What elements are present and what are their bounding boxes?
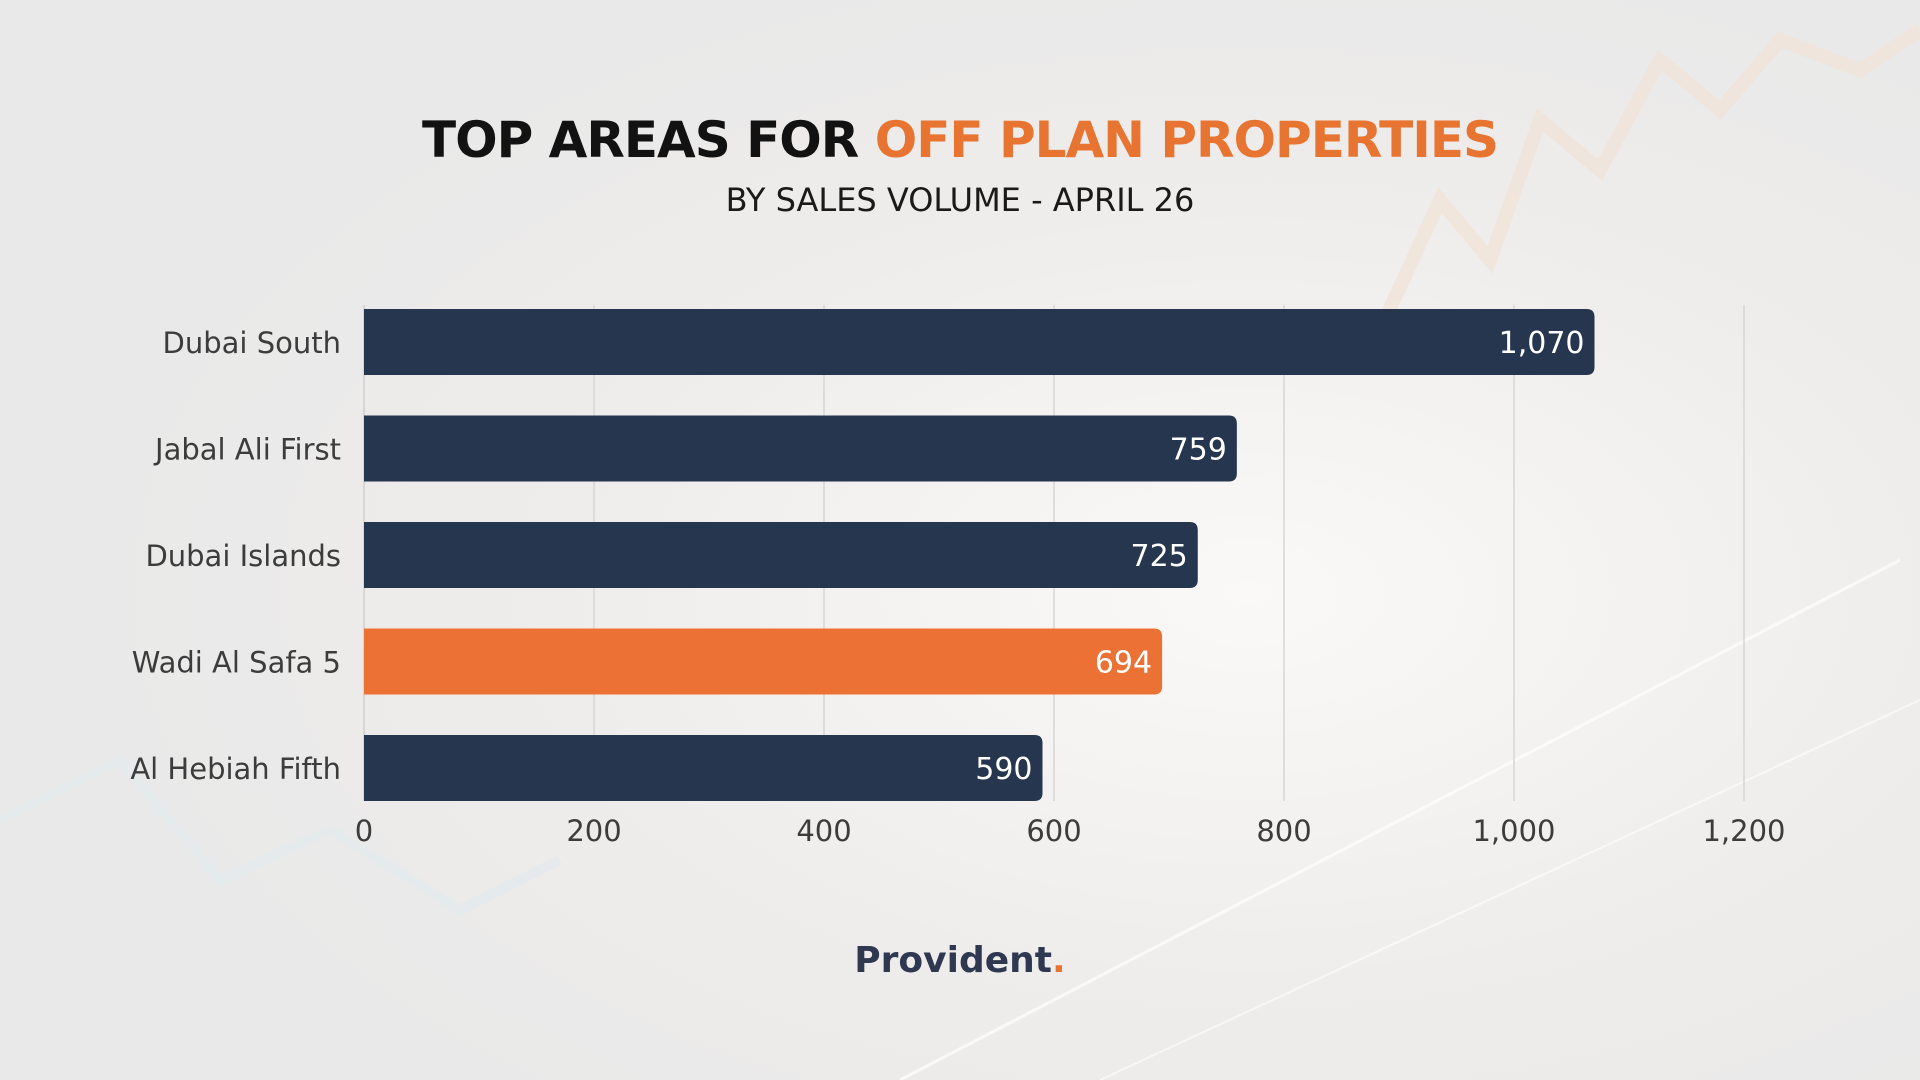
bar-value-label: 1,070 xyxy=(1499,326,1585,361)
bar-value-label: 759 xyxy=(1170,433,1227,468)
category-label: Dubai South xyxy=(163,326,341,360)
chart-title-block: TOP AREAS FOR OFF PLAN PROPERTIES BY SAL… xyxy=(0,108,1920,220)
x-tick-label: 800 xyxy=(1256,814,1311,848)
bar xyxy=(364,735,1043,801)
category-label: Dubai Islands xyxy=(145,539,341,573)
category-label: Al Hebiah Fifth xyxy=(130,752,341,786)
category-label: Jabal Ali First xyxy=(153,433,341,467)
bar xyxy=(364,309,1595,375)
bar xyxy=(364,522,1198,588)
brand-logo: Provident. xyxy=(0,940,1920,981)
bar xyxy=(364,415,1237,482)
chart-subtitle: BY SALES VOLUME - APRIL 26 xyxy=(725,181,1195,219)
x-tick-label: 1,000 xyxy=(1472,814,1555,848)
chart-title-part1: TOP AREAS FOR xyxy=(422,111,875,169)
chart-title: TOP AREAS FOR OFF PLAN PROPERTIES xyxy=(0,108,1920,172)
bar-value-label: 725 xyxy=(1130,539,1187,574)
brand-dot: . xyxy=(1052,940,1066,981)
bar-value-label: 590 xyxy=(975,752,1032,787)
brand-name: Provident xyxy=(854,940,1052,981)
x-tick-label: 0 xyxy=(355,814,373,848)
bar-value-label: 694 xyxy=(1095,646,1152,681)
bar xyxy=(364,628,1163,695)
x-tick-label: 600 xyxy=(1026,814,1081,848)
category-label: Wadi Al Safa 5 xyxy=(132,646,341,680)
x-tick-label: 1,200 xyxy=(1702,814,1785,848)
x-tick-label: 200 xyxy=(566,814,621,848)
x-tick-label: 400 xyxy=(796,814,851,848)
chart-title-accent: OFF PLAN PROPERTIES xyxy=(874,111,1499,169)
